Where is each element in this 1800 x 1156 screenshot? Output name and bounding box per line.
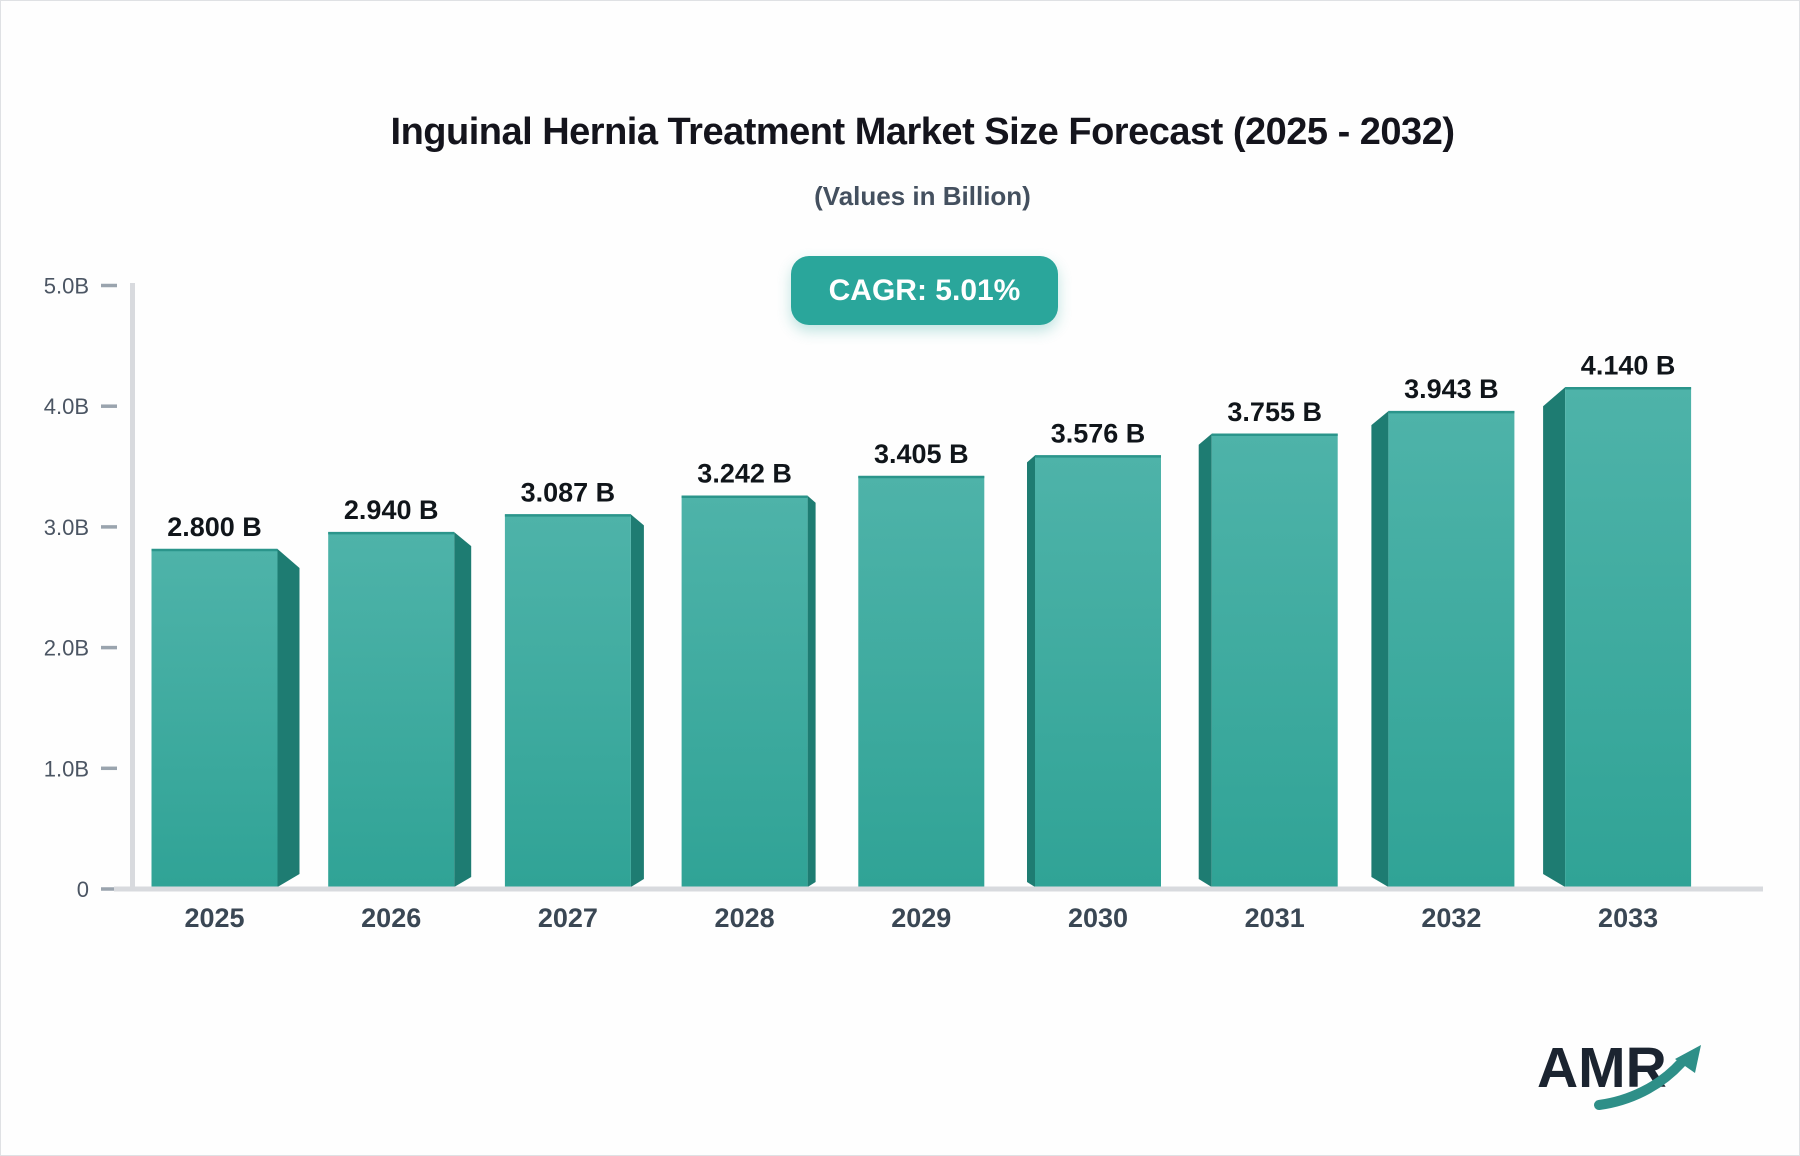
bar-front-face [1035,455,1161,887]
x-axis-label: 2026 [361,903,421,933]
x-axis-label: 2025 [184,903,244,933]
x-axis-label: 2031 [1245,903,1305,933]
y-axis-label: 4.0B [44,394,89,419]
x-axis-label: 2033 [1598,903,1658,933]
bar-front-face [328,532,455,887]
bar-side-face [630,514,644,887]
bar-value-label: 3.943 B [1404,374,1499,404]
bar-value-label: 2.800 B [167,512,262,542]
bar-side-face [1198,433,1212,887]
bar-front-face [504,514,631,887]
bar-front-face [1211,433,1338,887]
bar-side-face [1027,455,1035,887]
bar-side-face [1543,387,1566,887]
x-axis-label: 2029 [891,903,951,933]
bar-side-face [277,549,300,887]
y-axis-label: 1.0B [44,756,89,781]
bar-2029: 3.405 B 2029 [858,439,985,933]
bar-side-face [807,495,816,887]
y-axis-label: 3.0B [44,515,89,540]
amr-logo: AMR [1537,1036,1701,1110]
bar-front-face [858,476,985,887]
cagr-badge: CAGR: 5.01% [791,256,1058,325]
bar-front-face [151,549,278,887]
bar-side-face [454,532,472,887]
bar-2033: 4.140 B 2033 [1543,350,1692,933]
chart-title: Inguinal Hernia Treatment Market Size Fo… [390,111,1455,153]
bar-side-face [1371,411,1389,887]
y-axis-label: 5.0B [44,274,89,299]
bar-2027: 3.087 B 2027 [504,477,644,933]
bar-value-label: 2.940 B [344,495,439,525]
bar-2025: 2.800 B 2025 [151,512,300,933]
bar-2030: 3.576 B 2030 [1027,418,1161,933]
bar-value-label: 3.576 B [1051,418,1146,448]
chart-subtitle: (Values in Billion) [814,181,1031,211]
bar-2028: 3.242 B 2028 [681,459,816,933]
bar-value-label: 3.087 B [521,477,616,507]
x-axis-label: 2027 [538,903,598,933]
bar-2032: 3.943 B 2032 [1371,374,1515,933]
bar-front-face [1565,387,1692,887]
bar-2031: 3.755 B 2031 [1198,397,1338,933]
bar-front-face [681,495,808,887]
x-axis-label: 2028 [715,903,775,933]
bar-value-label: 4.140 B [1581,350,1676,380]
x-axis-label: 2032 [1421,903,1481,933]
bar-value-label: 3.242 B [697,459,792,489]
bar-2026: 2.940 B 2026 [328,495,472,933]
x-axis-label: 2030 [1068,903,1128,933]
bar-value-label: 3.405 B [874,439,969,469]
trending-up-arrow-icon [1594,1045,1701,1110]
y-axis-label: 0 [77,877,89,902]
cagr-badge-label: CAGR: 5.01% [828,273,1021,307]
bar-front-face [1388,411,1515,887]
y-axis-label: 2.0B [44,636,89,661]
bar-value-label: 3.755 B [1227,397,1322,427]
